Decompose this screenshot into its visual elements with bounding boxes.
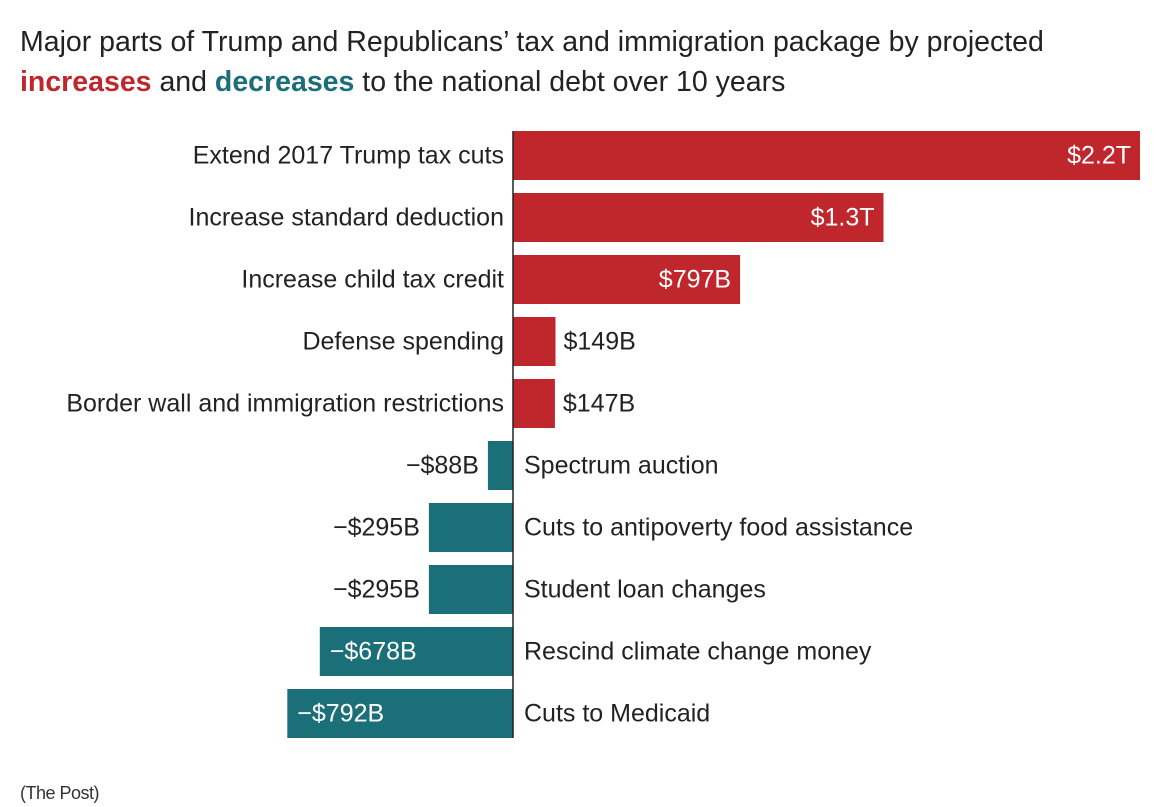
bar-3 bbox=[513, 255, 741, 304]
value-label: −$678B bbox=[330, 638, 417, 666]
bar-1 bbox=[513, 131, 1140, 180]
bar-6 bbox=[487, 441, 513, 490]
category-label: Cuts to Medicaid bbox=[524, 700, 710, 728]
value-label: $149B bbox=[564, 328, 636, 356]
category-label: Cuts to antipoverty food assistance bbox=[524, 514, 913, 542]
bar-2 bbox=[513, 193, 884, 242]
category-label: Increase standard deduction bbox=[189, 204, 505, 232]
bar-5 bbox=[513, 379, 555, 428]
source-note: (The Post) bbox=[20, 783, 100, 803]
bar-7 bbox=[428, 503, 513, 552]
value-label: $147B bbox=[563, 390, 635, 418]
category-label: Spectrum auction bbox=[524, 452, 719, 480]
category-label: Rescind climate change money bbox=[524, 638, 872, 666]
bar-10 bbox=[287, 689, 513, 738]
title-decreases: decreases bbox=[214, 66, 355, 98]
bar-9 bbox=[319, 627, 513, 676]
category-label: Increase child tax credit bbox=[241, 266, 504, 294]
value-label: $1.3T bbox=[811, 204, 875, 232]
title-rest: to the national debt over 10 years bbox=[354, 66, 786, 98]
value-label: −$88B bbox=[406, 452, 479, 480]
chart-title: Major parts of Trump and Republicans’ ta… bbox=[20, 22, 1140, 102]
value-label: $2.2T bbox=[1067, 142, 1131, 170]
value-label: −$295B bbox=[333, 514, 420, 542]
value-label: −$792B bbox=[297, 700, 384, 728]
value-label: $797B bbox=[659, 266, 731, 294]
bar-4 bbox=[513, 317, 556, 366]
category-label: Extend 2017 Trump tax cuts bbox=[193, 142, 504, 170]
value-label: −$295B bbox=[333, 576, 420, 604]
category-label: Border wall and immigration restrictions bbox=[66, 390, 504, 418]
bar-8 bbox=[428, 565, 513, 614]
category-label: Defense spending bbox=[302, 328, 504, 356]
title-line1: Major parts of Trump and Republicans’ ta… bbox=[20, 26, 1044, 58]
category-label: Student loan changes bbox=[524, 576, 766, 604]
title-and: and bbox=[151, 66, 215, 98]
title-increases: increases bbox=[20, 66, 152, 98]
